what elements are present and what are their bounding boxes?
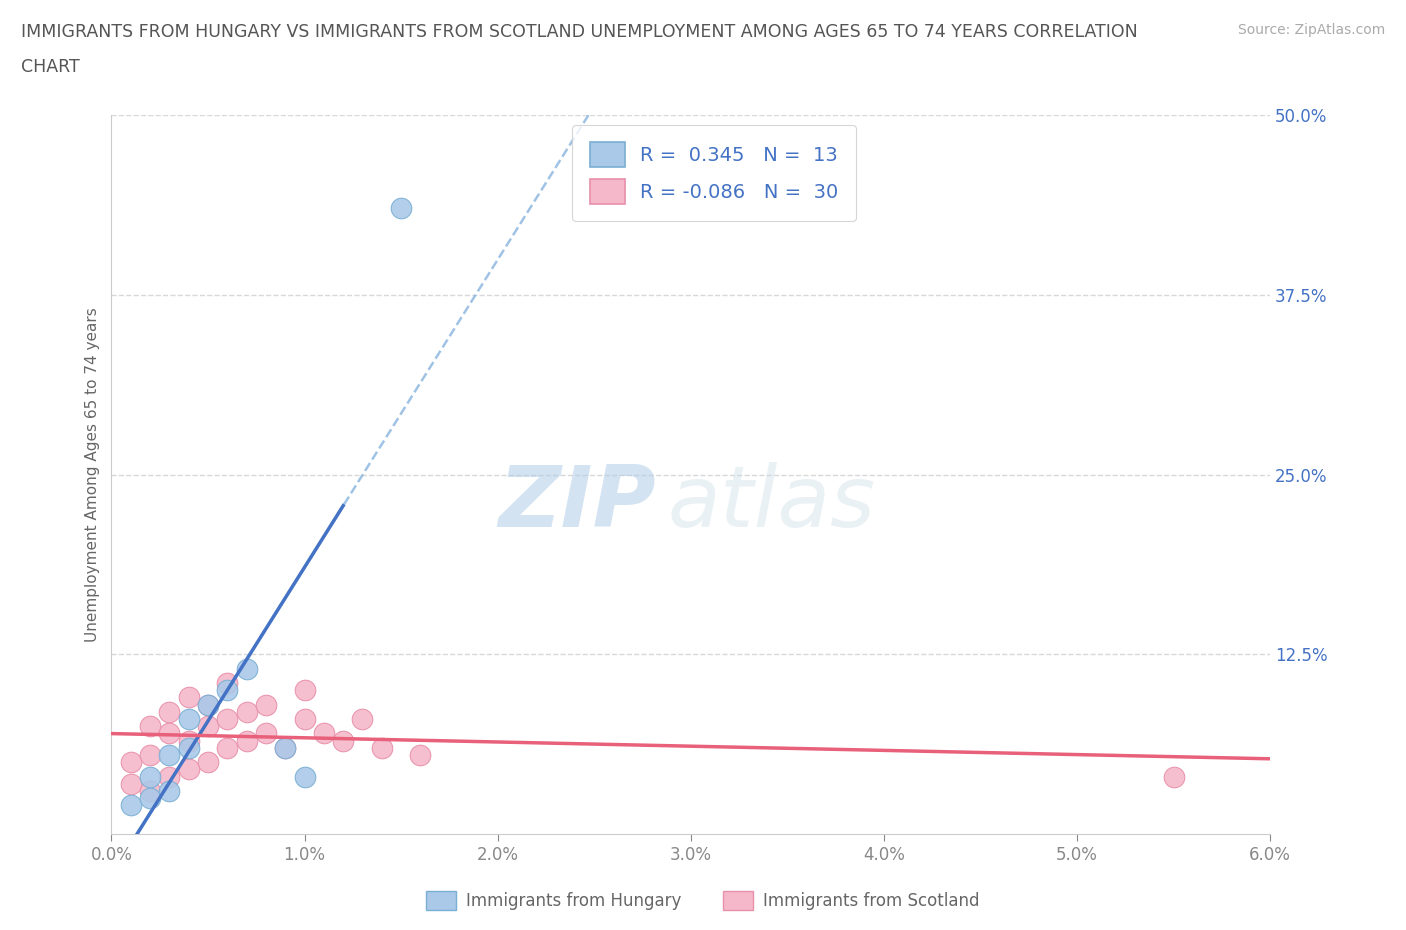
- Point: [120, 798, 142, 813]
- Point: [1163, 769, 1185, 784]
- Point: [177, 740, 200, 755]
- Point: [274, 740, 297, 755]
- Point: [139, 719, 162, 734]
- Point: [157, 748, 180, 763]
- Point: [235, 661, 257, 676]
- Point: [409, 748, 432, 763]
- Point: [312, 726, 335, 741]
- Point: [217, 711, 239, 726]
- Text: IMMIGRANTS FROM HUNGARY VS IMMIGRANTS FROM SCOTLAND UNEMPLOYMENT AMONG AGES 65 T: IMMIGRANTS FROM HUNGARY VS IMMIGRANTS FR…: [21, 23, 1137, 41]
- Point: [139, 769, 162, 784]
- Point: [139, 748, 162, 763]
- Point: [197, 698, 219, 712]
- Point: [217, 683, 239, 698]
- Point: [157, 726, 180, 741]
- Point: [139, 790, 162, 805]
- Point: [217, 740, 239, 755]
- Point: [197, 755, 219, 770]
- Point: [294, 683, 316, 698]
- Point: [139, 783, 162, 798]
- Point: [177, 733, 200, 748]
- Point: [294, 769, 316, 784]
- Point: [177, 690, 200, 705]
- Point: [274, 740, 297, 755]
- Point: [157, 704, 180, 719]
- Point: [254, 726, 277, 741]
- Text: Source: ZipAtlas.com: Source: ZipAtlas.com: [1237, 23, 1385, 37]
- Point: [177, 762, 200, 777]
- Legend: R =  0.345   N =  13, R = -0.086   N =  30: R = 0.345 N = 13, R = -0.086 N = 30: [572, 125, 856, 221]
- Point: [254, 698, 277, 712]
- Point: [157, 769, 180, 784]
- Point: [332, 733, 354, 748]
- Point: [197, 698, 219, 712]
- Text: CHART: CHART: [21, 58, 80, 75]
- Point: [294, 711, 316, 726]
- Point: [352, 711, 374, 726]
- Point: [197, 719, 219, 734]
- Point: [389, 201, 412, 216]
- Text: atlas: atlas: [668, 462, 876, 545]
- Point: [157, 783, 180, 798]
- Point: [235, 733, 257, 748]
- Point: [235, 704, 257, 719]
- Point: [120, 755, 142, 770]
- Text: ZIP: ZIP: [499, 462, 657, 545]
- Legend: Immigrants from Hungary, Immigrants from Scotland: Immigrants from Hungary, Immigrants from…: [419, 884, 987, 917]
- Point: [371, 740, 394, 755]
- Y-axis label: Unemployment Among Ages 65 to 74 years: Unemployment Among Ages 65 to 74 years: [86, 307, 100, 642]
- Point: [120, 777, 142, 791]
- Point: [177, 711, 200, 726]
- Point: [217, 675, 239, 690]
